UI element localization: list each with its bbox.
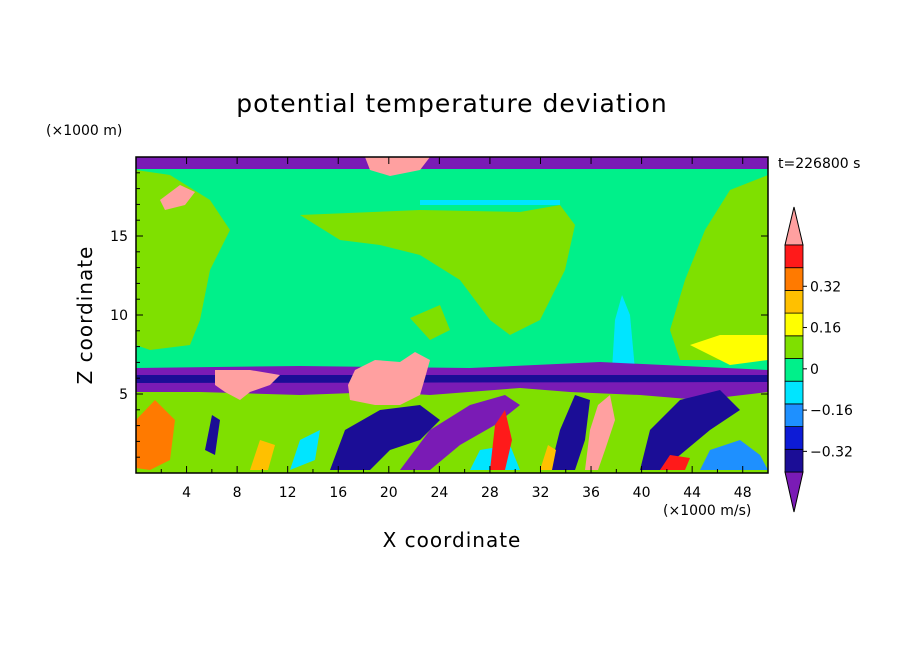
x-tick-label: 4 <box>182 485 191 501</box>
colorbar-label: 0.16 <box>810 321 841 337</box>
colorbar-segment <box>784 380 804 405</box>
x-axis: 4 8 12 16 20 24 28 32 36 40 44 48 <box>160 157 752 501</box>
x-tick-label: 32 <box>532 485 550 501</box>
colorbar-segment <box>784 358 804 382</box>
warm-plume-3 <box>585 395 615 470</box>
x-unit-label: (×1000 m/s) <box>663 503 751 519</box>
region-upper-band-1 <box>136 170 230 350</box>
region-top-band <box>136 157 768 169</box>
warm-feature-4 <box>250 440 275 470</box>
chart-title: potential temperature deviation <box>236 89 667 118</box>
plot-area <box>136 157 768 473</box>
region-cyan-column <box>612 295 635 370</box>
eddy-1 <box>330 405 440 470</box>
colorbar-segment <box>784 426 804 450</box>
y-tick-label: 15 <box>110 229 128 245</box>
x-tick-label: 40 <box>633 485 651 501</box>
colorbar-segment <box>784 335 804 359</box>
colorbar-max-arrow <box>784 206 804 246</box>
region-yellow-patch <box>690 335 768 365</box>
y-unit-label: (×1000 m) <box>46 123 122 139</box>
eddy-4 <box>640 390 740 470</box>
x-tick-label: 48 <box>734 485 752 501</box>
warm-feature-3 <box>660 455 690 470</box>
time-label: t=226800 s <box>778 156 860 172</box>
colorbar-label: −0.16 <box>810 403 853 419</box>
warm-plume-2 <box>348 352 430 405</box>
x-tick-label: 24 <box>430 485 448 501</box>
colorbar-label: −0.32 <box>810 444 853 460</box>
warm-feature-1 <box>136 400 175 470</box>
colorbar-label: 0.32 <box>810 279 841 295</box>
colorbar-label: 0 <box>810 362 819 378</box>
colorbar-min-arrow <box>784 471 804 513</box>
x-tick-label: 44 <box>683 485 701 501</box>
region-tropopause-core <box>136 375 768 383</box>
x-tick-label: 36 <box>582 485 600 501</box>
region-top-warm-2 <box>160 185 195 210</box>
x-tick-label: 12 <box>279 485 297 501</box>
warm-plume-1 <box>215 370 280 400</box>
warm-feature-2 <box>490 410 512 470</box>
eddy-8 <box>700 440 768 470</box>
colorbar-segment <box>784 267 804 291</box>
x-tick-label: 28 <box>481 485 499 501</box>
region-upper-band-4 <box>410 305 450 340</box>
colorbar-segment <box>784 448 804 473</box>
eddy-3 <box>550 395 590 470</box>
eddy-2 <box>400 395 520 470</box>
colorbar-segment <box>784 289 804 314</box>
region-cyan-band <box>420 200 560 205</box>
colorbar: 0.32 0.16 0 −0.16 −0.32 <box>784 206 853 513</box>
region-upper-band-2 <box>300 205 575 335</box>
warm-feature-5 <box>540 445 556 470</box>
colorbar-segment <box>784 244 804 269</box>
x-axis-label: X coordinate <box>383 528 522 552</box>
eddy-5 <box>205 415 220 455</box>
x-tick-label: 20 <box>380 485 398 501</box>
region-top-warm <box>365 157 430 176</box>
y-axis: 5 10 15 <box>110 172 768 458</box>
x-tick-label: 8 <box>233 485 242 501</box>
eddy-6 <box>290 430 320 470</box>
y-axis-label: Z coordinate <box>73 246 97 385</box>
region-upper-band-3 <box>670 175 768 360</box>
colorbar-segment <box>784 403 804 427</box>
y-tick-label: 10 <box>110 308 128 324</box>
x-tick-label: 16 <box>329 485 347 501</box>
y-tick-label: 5 <box>119 387 128 403</box>
colorbar-segment <box>784 312 804 337</box>
